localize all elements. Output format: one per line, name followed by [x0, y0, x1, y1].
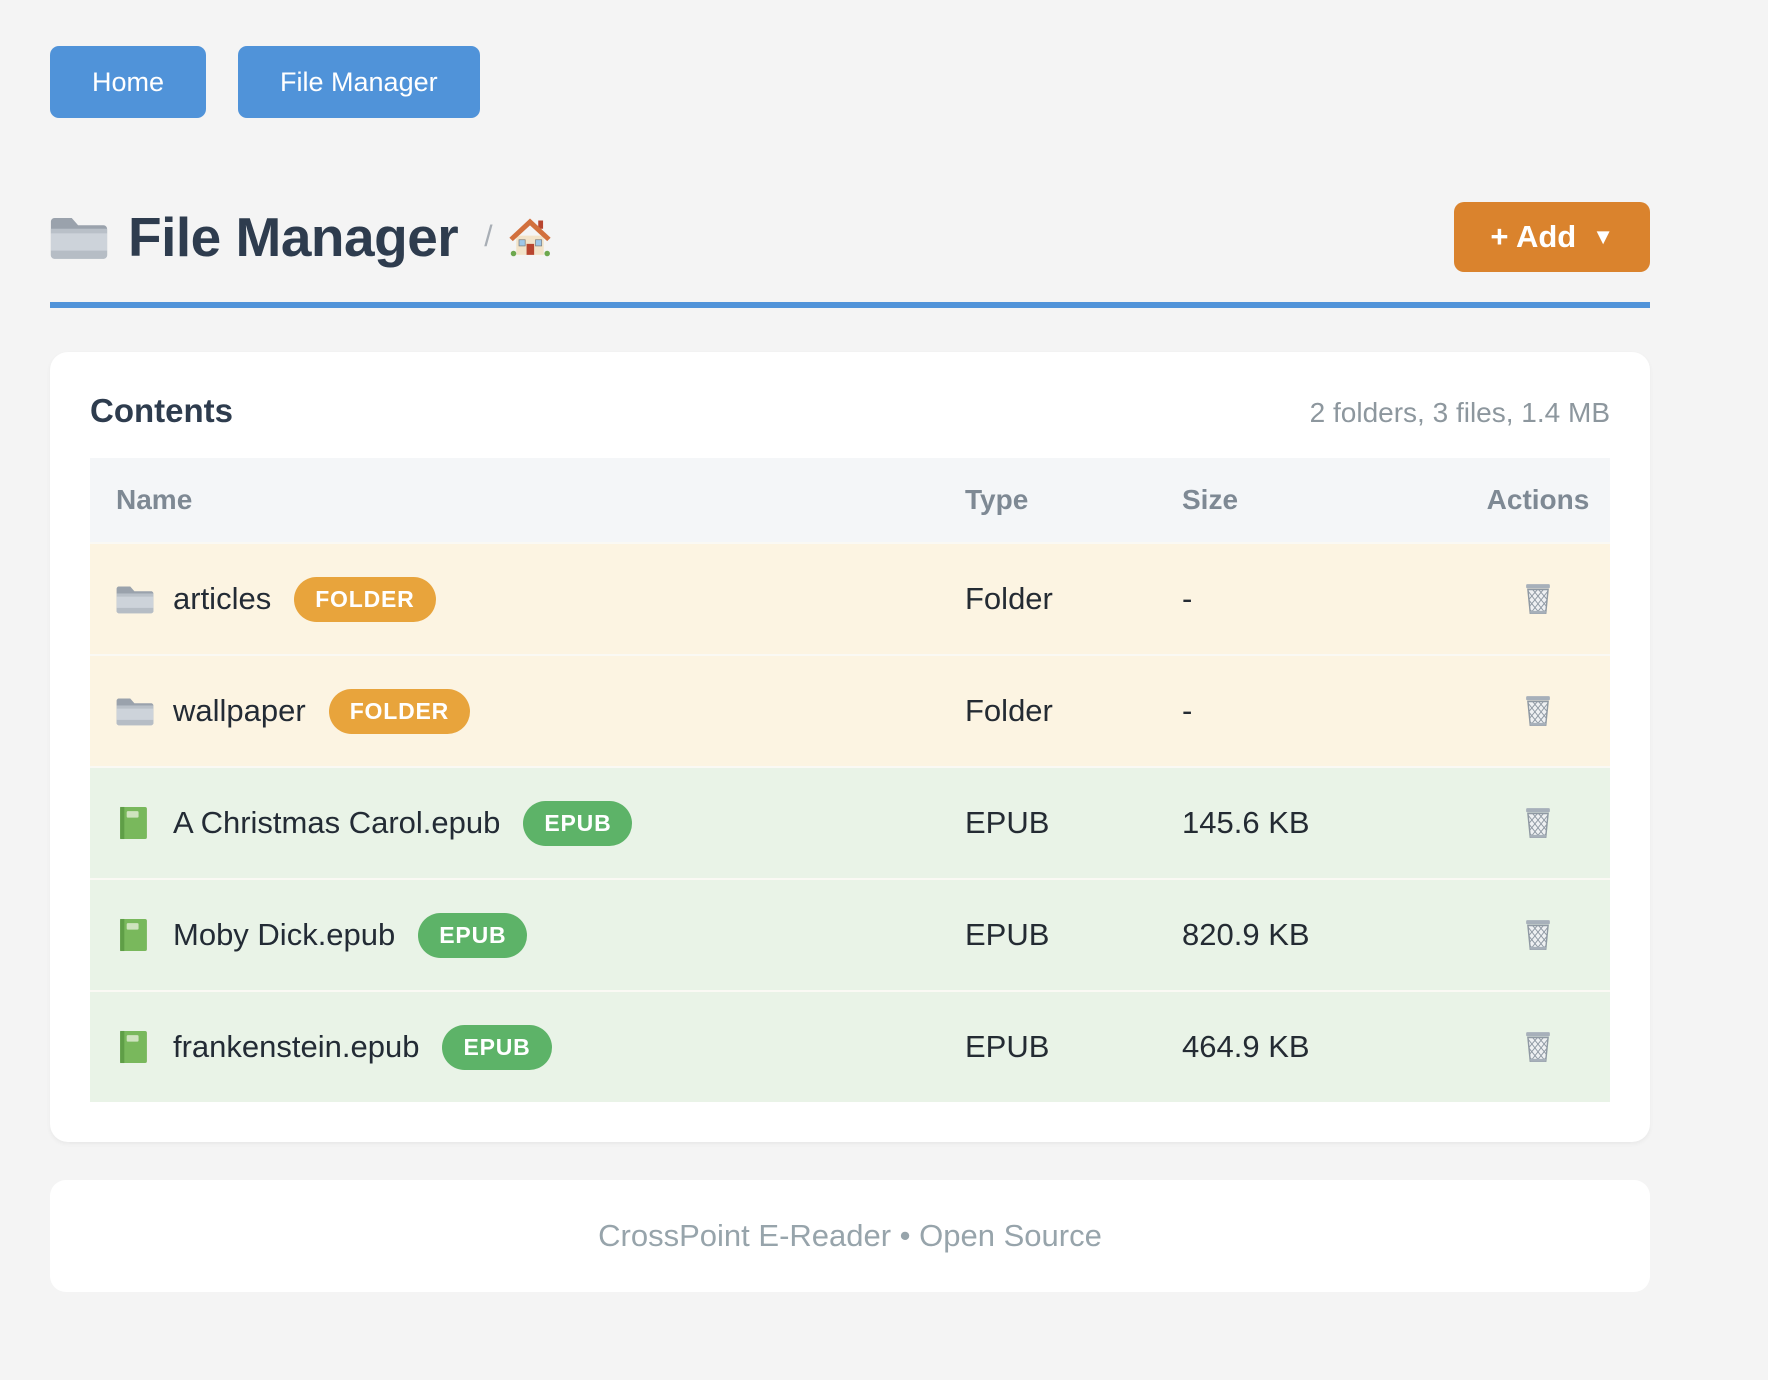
epub-badge: EPUB — [442, 1024, 552, 1070]
top-nav: Home File Manager — [50, 46, 1650, 118]
delete-button[interactable] — [1515, 1024, 1561, 1070]
file-table: Name Type Size Actions articles FOLDER F… — [90, 458, 1610, 1102]
folder-icon — [50, 208, 108, 266]
contents-card-header: Contents 2 folders, 3 files, 1.4 MB — [90, 392, 1610, 430]
type-cell: Folder — [965, 581, 1053, 616]
folder-badge: FOLDER — [294, 576, 436, 622]
green-book-icon — [116, 916, 154, 954]
chevron-down-icon: ▼ — [1592, 224, 1614, 249]
breadcrumb: / — [484, 215, 551, 259]
footer: CrossPoint E-Reader • Open Source — [50, 1180, 1650, 1292]
delete-button[interactable] — [1515, 576, 1561, 622]
page: Home File Manager File Manager / + Add ▼… — [50, 46, 1650, 1292]
epub-badge: EPUB — [418, 912, 528, 958]
column-header-actions: Actions — [1486, 484, 1590, 515]
folder-name-link[interactable]: wallpaper — [173, 693, 306, 728]
file-name-link[interactable]: Moby Dick.epub — [173, 917, 396, 952]
size-cell: - — [1182, 693, 1193, 728]
delete-button[interactable] — [1515, 912, 1561, 958]
home-button[interactable]: Home — [50, 46, 207, 118]
file-name-link[interactable]: frankenstein.epub — [173, 1029, 420, 1064]
table-row-christmas-carol: A Christmas Carol.epub EPUB EPUB 145.6 K… — [90, 766, 1610, 878]
column-header-size: Size — [1182, 484, 1239, 515]
trash-icon — [1519, 692, 1557, 730]
title-divider — [50, 302, 1650, 308]
size-cell: 820.9 KB — [1182, 917, 1310, 952]
file-manager-button[interactable]: File Manager — [238, 46, 480, 118]
house-icon[interactable] — [508, 215, 552, 259]
column-header-type: Type — [965, 484, 1029, 515]
trash-icon — [1519, 916, 1557, 954]
contents-heading: Contents — [90, 392, 233, 429]
folder-icon — [116, 580, 154, 618]
type-cell: EPUB — [965, 805, 1050, 840]
delete-button[interactable] — [1515, 688, 1561, 734]
table-header-row: Name Type Size Actions — [90, 458, 1610, 542]
folder-name-link[interactable]: articles — [173, 581, 272, 616]
trash-icon — [1519, 580, 1557, 618]
folder-badge: FOLDER — [328, 688, 471, 734]
footer-text: CrossPoint E-Reader • Open Source — [598, 1218, 1102, 1253]
page-title: File Manager — [128, 206, 459, 268]
green-book-icon — [116, 804, 154, 842]
add-button-label: + Add — [1490, 219, 1577, 254]
table-row-wallpaper: wallpaper FOLDER Folder - — [90, 654, 1610, 766]
epub-badge: EPUB — [523, 800, 633, 846]
table-row-moby-dick: Moby Dick.epub EPUB EPUB 820.9 KB — [90, 878, 1610, 990]
column-header-name: Name — [116, 484, 193, 515]
add-button[interactable]: + Add ▼ — [1454, 202, 1650, 272]
contents-card: Contents 2 folders, 3 files, 1.4 MB Name… — [50, 352, 1650, 1142]
type-cell: EPUB — [965, 917, 1050, 952]
table-row-frankenstein: frankenstein.epub EPUB EPUB 464.9 KB — [90, 990, 1610, 1102]
breadcrumb-separator: / — [484, 220, 493, 253]
delete-button[interactable] — [1515, 800, 1561, 846]
trash-icon — [1519, 1028, 1557, 1066]
green-book-icon — [116, 1028, 154, 1066]
size-cell: 464.9 KB — [1182, 1029, 1310, 1064]
file-name-link[interactable]: A Christmas Carol.epub — [173, 805, 501, 840]
size-cell: 145.6 KB — [1182, 805, 1310, 840]
table-row-articles: articles FOLDER Folder - — [90, 542, 1610, 654]
type-cell: Folder — [965, 693, 1053, 728]
trash-icon — [1519, 804, 1557, 842]
size-cell: - — [1182, 581, 1193, 616]
folder-icon — [116, 692, 154, 730]
contents-summary: 2 folders, 3 files, 1.4 MB — [1309, 397, 1610, 428]
type-cell: EPUB — [965, 1029, 1050, 1064]
page-header: File Manager / + Add ▼ — [50, 202, 1650, 272]
